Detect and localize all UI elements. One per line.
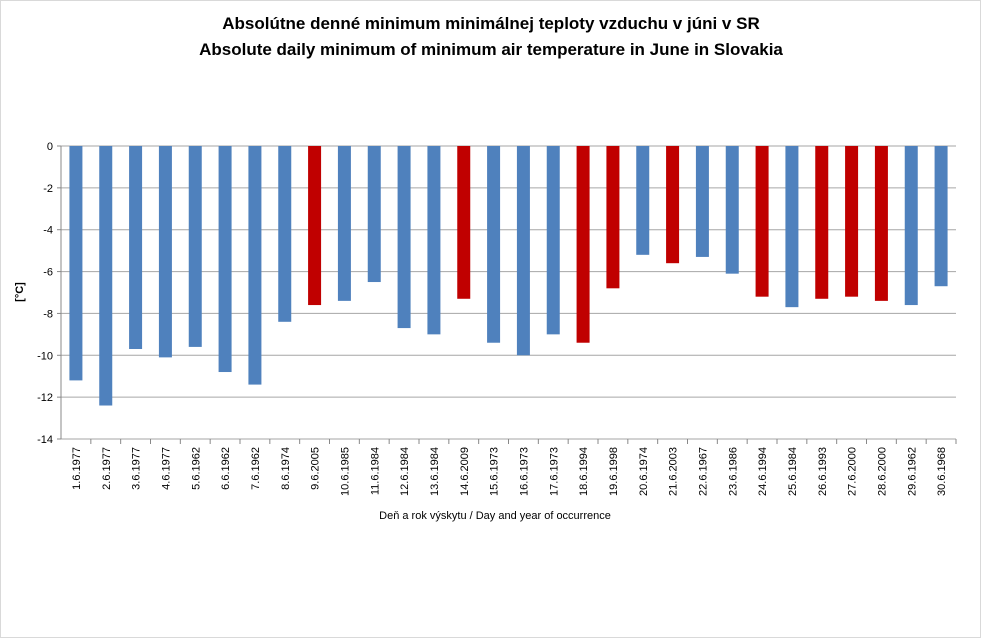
bar-7.6.1962 [248, 146, 262, 385]
bar-22.6.1967 [695, 146, 709, 257]
bar-25.6.1984 [785, 146, 799, 308]
x-tick-label: 1.6.1977 [71, 447, 83, 490]
y-tick-label: -8 [43, 308, 53, 320]
x-tick-label: 9.6.2005 [310, 447, 322, 490]
y-tick-label: -14 [37, 434, 53, 446]
bar-20.6.1974 [636, 146, 650, 255]
x-tick-label: 26.6.1993 [817, 447, 829, 496]
bar-4.6.1977 [158, 146, 172, 358]
x-tick-label: 20.6.1974 [638, 447, 650, 496]
chart-title-sk: Absolútne denné minimum minimálnej teplo… [222, 14, 759, 33]
x-tick-label: 10.6.1985 [339, 447, 351, 496]
x-tick-label: 29.6.1962 [906, 447, 918, 496]
bar-24.6.1994 [755, 146, 769, 297]
x-tick-label: 12.6.1984 [399, 447, 411, 496]
y-tick-label: -12 [37, 392, 53, 404]
x-tick-label: 17.6.1973 [548, 447, 560, 496]
bar-1.6.1977 [69, 146, 83, 381]
bar-28.6.2000 [874, 146, 888, 301]
bar-29.6.1962 [904, 146, 918, 306]
bar-12.6.1984 [397, 146, 411, 329]
bar-8.6.1974 [278, 146, 292, 322]
bar-26.6.1993 [815, 146, 829, 299]
bar-23.6.1986 [725, 146, 739, 274]
bar-30.6.1968 [934, 146, 948, 287]
y-tick-label: 0 [47, 141, 53, 153]
bar-19.6.1998 [606, 146, 620, 289]
y-tick-label: -4 [43, 225, 53, 237]
x-tick-label: 27.6.2000 [847, 447, 859, 496]
x-tick-label: 13.6.1984 [429, 447, 441, 496]
bar-9.6.2005 [308, 146, 322, 306]
x-tick-label: 16.6.1973 [518, 447, 530, 496]
x-tick-label: 30.6.1968 [936, 447, 948, 496]
bar-10.6.1985 [337, 146, 351, 301]
bar-14.6.2009 [457, 146, 471, 299]
bar-6.6.1962 [218, 146, 232, 373]
x-tick-label: 23.6.1986 [727, 447, 739, 496]
x-tick-label: 18.6.1994 [578, 447, 590, 496]
bar-5.6.1962 [188, 146, 202, 347]
bar-11.6.1984 [367, 146, 381, 283]
x-tick-label: 14.6.2009 [459, 447, 471, 496]
x-tick-label: 8.6.1974 [280, 447, 292, 490]
y-tick-label: -10 [37, 350, 53, 362]
bar-27.6.2000 [845, 146, 859, 297]
y-tick-label: -2 [43, 183, 53, 195]
x-tick-label: 28.6.2000 [876, 447, 888, 496]
bar-3.6.1977 [129, 146, 143, 350]
x-tick-label: 24.6.1994 [757, 447, 769, 496]
x-tick-label: 4.6.1977 [160, 447, 172, 490]
x-tick-label: 6.6.1962 [220, 447, 232, 490]
x-tick-label: 11.6.1984 [369, 447, 381, 495]
x-tick-label: 15.6.1973 [489, 447, 501, 496]
x-tick-label: 7.6.1962 [250, 447, 262, 490]
bar-18.6.1994 [576, 146, 590, 343]
x-tick-label: 25.6.1984 [787, 447, 799, 496]
x-tick-label: 19.6.1998 [608, 447, 620, 496]
x-tick-label: 3.6.1977 [131, 447, 143, 490]
bar-16.6.1973 [516, 146, 530, 356]
bar-21.6.2003 [666, 146, 680, 264]
x-tick-label: 5.6.1962 [190, 447, 202, 490]
x-axis-label: Deň a rok výskytu / Day and year of occu… [379, 510, 611, 522]
bar-2.6.1977 [99, 146, 113, 406]
bar-17.6.1973 [546, 146, 560, 335]
bar-13.6.1984 [427, 146, 441, 335]
chart-title-en: Absolute daily minimum of minimum air te… [199, 40, 783, 59]
bar-15.6.1973 [487, 146, 501, 343]
x-tick-label: 22.6.1967 [697, 447, 709, 496]
y-tick-label: -6 [43, 267, 53, 279]
y-axis-label: [°C] [14, 282, 26, 302]
x-tick-label: 21.6.2003 [668, 447, 680, 496]
x-tick-label: 2.6.1977 [101, 447, 113, 490]
